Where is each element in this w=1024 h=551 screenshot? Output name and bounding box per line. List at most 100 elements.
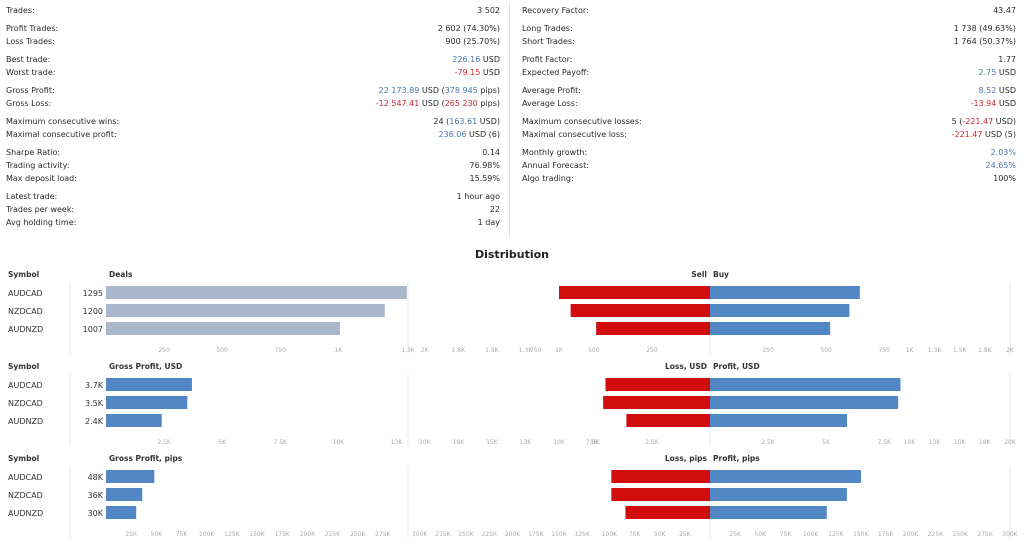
stat-row-expected-payoff: Expected Payoff: 2.75 USD: [522, 66, 1016, 79]
axis-tick-label: 7.5K: [273, 439, 288, 446]
neg-series-label: Loss, USD: [665, 362, 707, 371]
stat-row-profit-factor: Profit Factor: 1.77: [522, 53, 1016, 66]
axis-tick-label: 50K: [151, 531, 164, 538]
stat-label: Expected Payoff:: [522, 68, 590, 77]
symbol-header: Symbol: [8, 270, 39, 279]
axis-tick-label: 175K: [878, 531, 894, 538]
axis-tick-label: 750: [530, 347, 542, 354]
axis-tick-label: 150K: [551, 531, 567, 538]
stat-label: Profit Trades:: [6, 24, 59, 33]
stat-label: Maximum consecutive losses:: [522, 117, 642, 126]
axis-tick-label: 275K: [977, 531, 993, 538]
stat-row-maximum-consecutive-losses: Maximum consecutive losses: 5 (-221.47 US…: [522, 115, 1016, 128]
axis-tick-label: 20K: [419, 439, 432, 446]
axis-tick-label: 275K: [375, 531, 391, 538]
axis-tick-label: 25K: [729, 531, 742, 538]
axis-tick-label: 300K: [1002, 531, 1018, 538]
axis-tick-label: 2.5K: [645, 439, 660, 446]
axis-tick-label: 25K: [125, 531, 138, 538]
axis-tick-label: 100K: [199, 531, 215, 538]
stat-label: Gross Loss:: [6, 99, 52, 108]
axis-tick-label: 1K: [906, 347, 915, 354]
pos-bar: [710, 506, 827, 519]
stat-label: Sharpe Ratio:: [6, 148, 61, 157]
axis-tick-label: 250K: [350, 531, 366, 538]
axis-tick-label: 5K: [590, 439, 599, 446]
axis-tick-label: 75K: [780, 531, 793, 538]
stat-row-trading-activity: Trading activity: 76.98%: [6, 159, 500, 172]
axis-tick-label: 1.5K: [485, 347, 500, 354]
total-bar: [106, 414, 162, 427]
stat-row-worst-trade: Worst trade: -79.15 USD: [6, 66, 500, 79]
stat-value: 24.65%: [985, 161, 1016, 170]
pos-bar: [710, 286, 860, 299]
stats-right-column: Recovery Factor: 43.47 Long Trades: 1 738 (…: [522, 4, 1016, 185]
stat-value: 900 (25.70%): [445, 37, 500, 46]
stat-row-trades-per-week: Trades per week: 22: [6, 203, 500, 216]
stat-row-gross-loss: Gross Loss: -12 547.41 USD (265 230 pips): [6, 97, 500, 110]
axis-tick-label: 10K: [904, 439, 917, 446]
symbol-label: NZDCAD: [8, 399, 43, 408]
axis-tick-label: 2.5K: [157, 439, 172, 446]
total-bar: [106, 304, 385, 317]
axis-tick-label: 75K: [629, 531, 642, 538]
stat-row-maximal-consecutive-profit: Maximal consecutive profit: 236.06 USD (6…: [6, 128, 500, 141]
neg-series-label: Loss, pips: [665, 454, 708, 463]
total-value-label: 3.7K: [85, 381, 104, 390]
stat-label: Loss Trades:: [6, 37, 55, 46]
chart-title: Gross Profit, pips: [109, 454, 183, 463]
pos-series-label: Profit, pips: [713, 454, 760, 463]
stat-row-long-trades: Long Trades: 1 738 (49.63%): [522, 22, 1016, 35]
total-value-label: 3.5K: [85, 399, 104, 408]
axis-tick-label: 1K: [555, 347, 564, 354]
symbol-header: Symbol: [8, 454, 39, 463]
neg-bar: [611, 470, 710, 483]
stat-label: Average Profit:: [522, 86, 581, 95]
total-bar: [106, 488, 143, 501]
axis-tick-label: 225K: [325, 531, 341, 538]
stat-row-average-loss: Average Loss: -13.94 USD: [522, 97, 1016, 110]
axis-tick-label: 15K: [954, 439, 967, 446]
pos-bar: [710, 322, 831, 335]
stat-value: 5 (-221.47 USD): [951, 117, 1016, 126]
deals-chart: Symbol Deals Sell Buy AUDCAD 1295 NZDCAD 1200 AU…: [8, 270, 1015, 354]
axis-tick-label: 13K: [929, 439, 942, 446]
axis-tick-label: 750: [879, 347, 891, 354]
axis-tick-label: 7.5K: [877, 439, 892, 446]
stat-row-recovery-factor: Recovery Factor: 43.47: [522, 4, 1016, 17]
stat-row-annual-forecast: Annual Forecast: 24.65%: [522, 159, 1016, 172]
axis-tick-label: 10K: [333, 439, 346, 446]
axis-tick-label: 25K: [679, 531, 692, 538]
axis-tick-label: 75K: [176, 531, 189, 538]
pos-bar: [710, 470, 861, 483]
stat-label: Long Trades:: [522, 24, 573, 33]
axis-tick-label: 125K: [575, 531, 591, 538]
stat-row-avg-holding-time: Avg holding time: 1 day: [6, 216, 500, 229]
axis-tick-label: 150K: [853, 531, 869, 538]
axis-tick-label: 50K: [755, 531, 768, 538]
stat-value: 3 502: [477, 6, 500, 15]
axis-tick-label: 500: [216, 347, 228, 354]
neg-bar: [603, 396, 710, 409]
stat-value: -221.47 USD (5): [951, 130, 1016, 139]
stat-row-average-profit: Average Profit: 8.52 USD: [522, 84, 1016, 97]
total-bar: [106, 322, 340, 335]
neg-bar: [611, 488, 710, 501]
symbol-label: AUDNZD: [8, 417, 43, 426]
neg-bar: [625, 506, 710, 519]
stat-row-gross-profit: Gross Profit: 22 173.89 USD (378 945 pips…: [6, 84, 500, 97]
axis-tick-label: 125K: [224, 531, 240, 538]
stat-value: 2 602 (74.30%): [437, 24, 500, 33]
stat-value: 0.14: [482, 148, 500, 157]
stat-row-trades: Trades: 3 502: [6, 4, 500, 17]
neg-bar: [559, 286, 710, 299]
axis-tick-label: 20K: [1004, 439, 1017, 446]
stat-value: 226.16 USD: [452, 55, 500, 64]
stat-label: Short Trades:: [522, 37, 575, 46]
stat-value: 8.52 USD: [978, 86, 1016, 95]
stat-value: -13.94 USD: [970, 99, 1016, 108]
stat-value: 24 (163.61 USD): [433, 117, 500, 126]
total-value-label: 36K: [88, 491, 104, 500]
stat-label: Maximum consecutive wins:: [6, 117, 120, 126]
axis-tick-label: 2K: [1006, 347, 1015, 354]
